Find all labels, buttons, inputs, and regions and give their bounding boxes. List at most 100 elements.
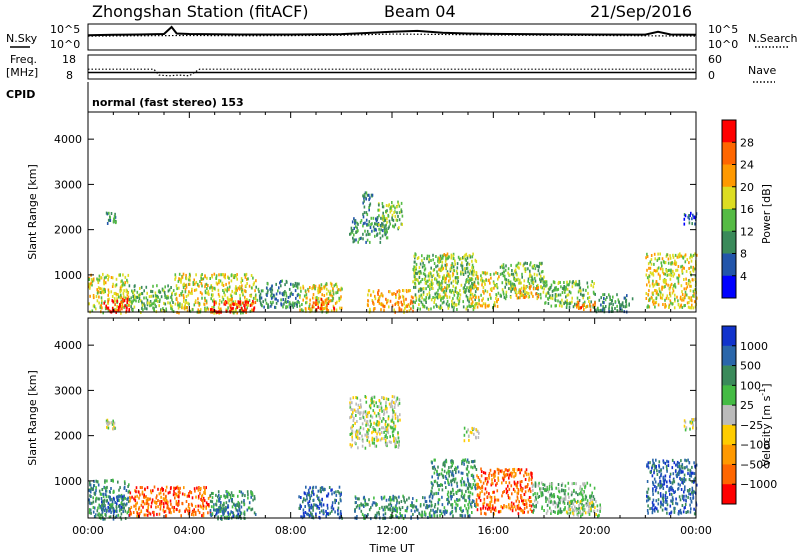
velocity-echo-cell <box>159 500 161 503</box>
velocity-echo-cell <box>439 484 441 488</box>
velocity-echo-cell <box>313 492 315 496</box>
velocity-echo-cell <box>480 512 482 516</box>
velocity-echo-cell <box>424 500 427 503</box>
power-echo-cell <box>131 289 133 293</box>
power-echo-cell <box>473 281 476 285</box>
velocity-echo-cell <box>231 505 234 509</box>
power-echo-cell <box>486 304 489 308</box>
power-echo-cell <box>460 263 462 267</box>
power-echo-cell <box>385 223 387 227</box>
power-echo-cell <box>681 293 684 296</box>
power-echo-cell <box>519 289 522 293</box>
power-echo-cell <box>204 296 206 300</box>
power-echo-cell <box>285 294 288 298</box>
velocity-echo-cell <box>491 478 493 482</box>
velocity-echo-cell <box>321 486 324 490</box>
velocity-echo-cell <box>193 510 195 513</box>
power-echo-cell <box>566 293 569 297</box>
power-echo-cell <box>451 299 453 303</box>
velocity-echo-cell <box>558 490 561 494</box>
velocity-echo-cell <box>317 489 320 493</box>
velocity-echo-cell <box>461 489 463 493</box>
power-echo-cell <box>154 291 157 295</box>
velocity-echo-cell <box>514 474 517 478</box>
power-echo-cell <box>116 309 118 313</box>
velocity-echo-cell <box>461 510 463 514</box>
power-echo-cell <box>296 282 299 286</box>
velocity-echo-cell <box>126 497 128 501</box>
power-echo-cell <box>422 304 425 308</box>
power-echo-cell <box>527 279 529 283</box>
power-echo-cell <box>159 298 161 302</box>
velocity-echo-cell <box>217 510 220 514</box>
velocity-echo-cell <box>370 506 372 510</box>
power-echo-cell <box>623 296 626 300</box>
velocity-scatter-region <box>128 485 212 518</box>
velocity-echo-cell <box>92 510 95 514</box>
power-echo-cell <box>236 288 238 292</box>
velocity-echo-cell <box>97 483 100 487</box>
velocity-echo-cell <box>138 490 140 494</box>
power-echo-cell <box>378 223 380 227</box>
power-echo-cell <box>305 301 307 305</box>
power-echo-cell <box>99 291 102 294</box>
power-echo-cell <box>524 292 526 296</box>
velocity-echo-cell <box>474 504 476 507</box>
power-echo-cell <box>199 290 202 294</box>
velocity-echo-cell <box>517 503 520 507</box>
velocity-echo-cell <box>366 413 369 417</box>
power-echo-cell <box>323 294 326 297</box>
velocity-echo-cell <box>105 495 108 499</box>
power-echo-cell <box>186 309 189 313</box>
velocity-echo-cell <box>492 472 495 476</box>
power-echo-cell <box>685 277 687 281</box>
power-echo-cell <box>117 293 120 297</box>
power-echo-cell <box>375 222 378 226</box>
velocity-echo-cell <box>223 510 225 514</box>
velocity-echo-cell <box>393 498 395 502</box>
power-echo-cell <box>363 192 366 196</box>
velocity-echo-cell <box>134 489 136 493</box>
velocity-echo-cell <box>117 480 119 484</box>
power-echo-cell <box>474 258 477 262</box>
velocity-echo-cell <box>581 487 583 491</box>
velocity-echo-cell <box>304 505 306 508</box>
velocity-echo-cell <box>471 486 474 490</box>
velocity-echo-cell <box>236 514 239 518</box>
power-echo-cell <box>683 266 685 270</box>
velocity-echo-cell <box>383 411 386 415</box>
velocity-echo-cell <box>441 474 444 478</box>
velocity-echo-cell <box>419 504 422 508</box>
power-echo-cell <box>271 288 274 292</box>
velocity-echo-cell <box>322 503 325 507</box>
power-echo-cell <box>254 301 257 304</box>
power-echo-cell <box>112 282 114 286</box>
velocity-echo-cell <box>375 444 378 448</box>
velocity-echo-cell <box>177 502 179 506</box>
velocity-echo-cell <box>455 470 457 474</box>
velocity-echo-cell <box>165 498 168 502</box>
power-echo-cell <box>441 267 444 271</box>
power-echo-cell <box>430 266 432 270</box>
power-echo-cell <box>554 295 557 299</box>
power-echo-cell <box>548 296 551 299</box>
velocity-echo-cell <box>108 507 111 510</box>
power-echo-cell <box>430 307 432 311</box>
power-echo-cell <box>179 302 181 306</box>
power-echo-cell <box>313 286 315 290</box>
velocity-echo-cell <box>520 494 522 497</box>
power-echo-cell <box>224 293 226 297</box>
velocity-echo-cell <box>513 475 515 479</box>
velocity-echo-cell <box>124 509 127 513</box>
power-echo-cell <box>330 284 333 288</box>
velocity-echo-cell <box>251 492 254 496</box>
power-echo-cell <box>283 291 285 295</box>
power-echo-cell <box>215 301 217 305</box>
power-echo-cell <box>517 296 520 300</box>
velocity-echo-cell <box>387 431 389 435</box>
power-echo-cell <box>332 296 334 300</box>
power-echo-cell <box>148 295 151 299</box>
velocity-echo-cell <box>374 430 377 434</box>
power-echo-cell <box>320 301 323 305</box>
power-echo-cell <box>441 288 443 292</box>
